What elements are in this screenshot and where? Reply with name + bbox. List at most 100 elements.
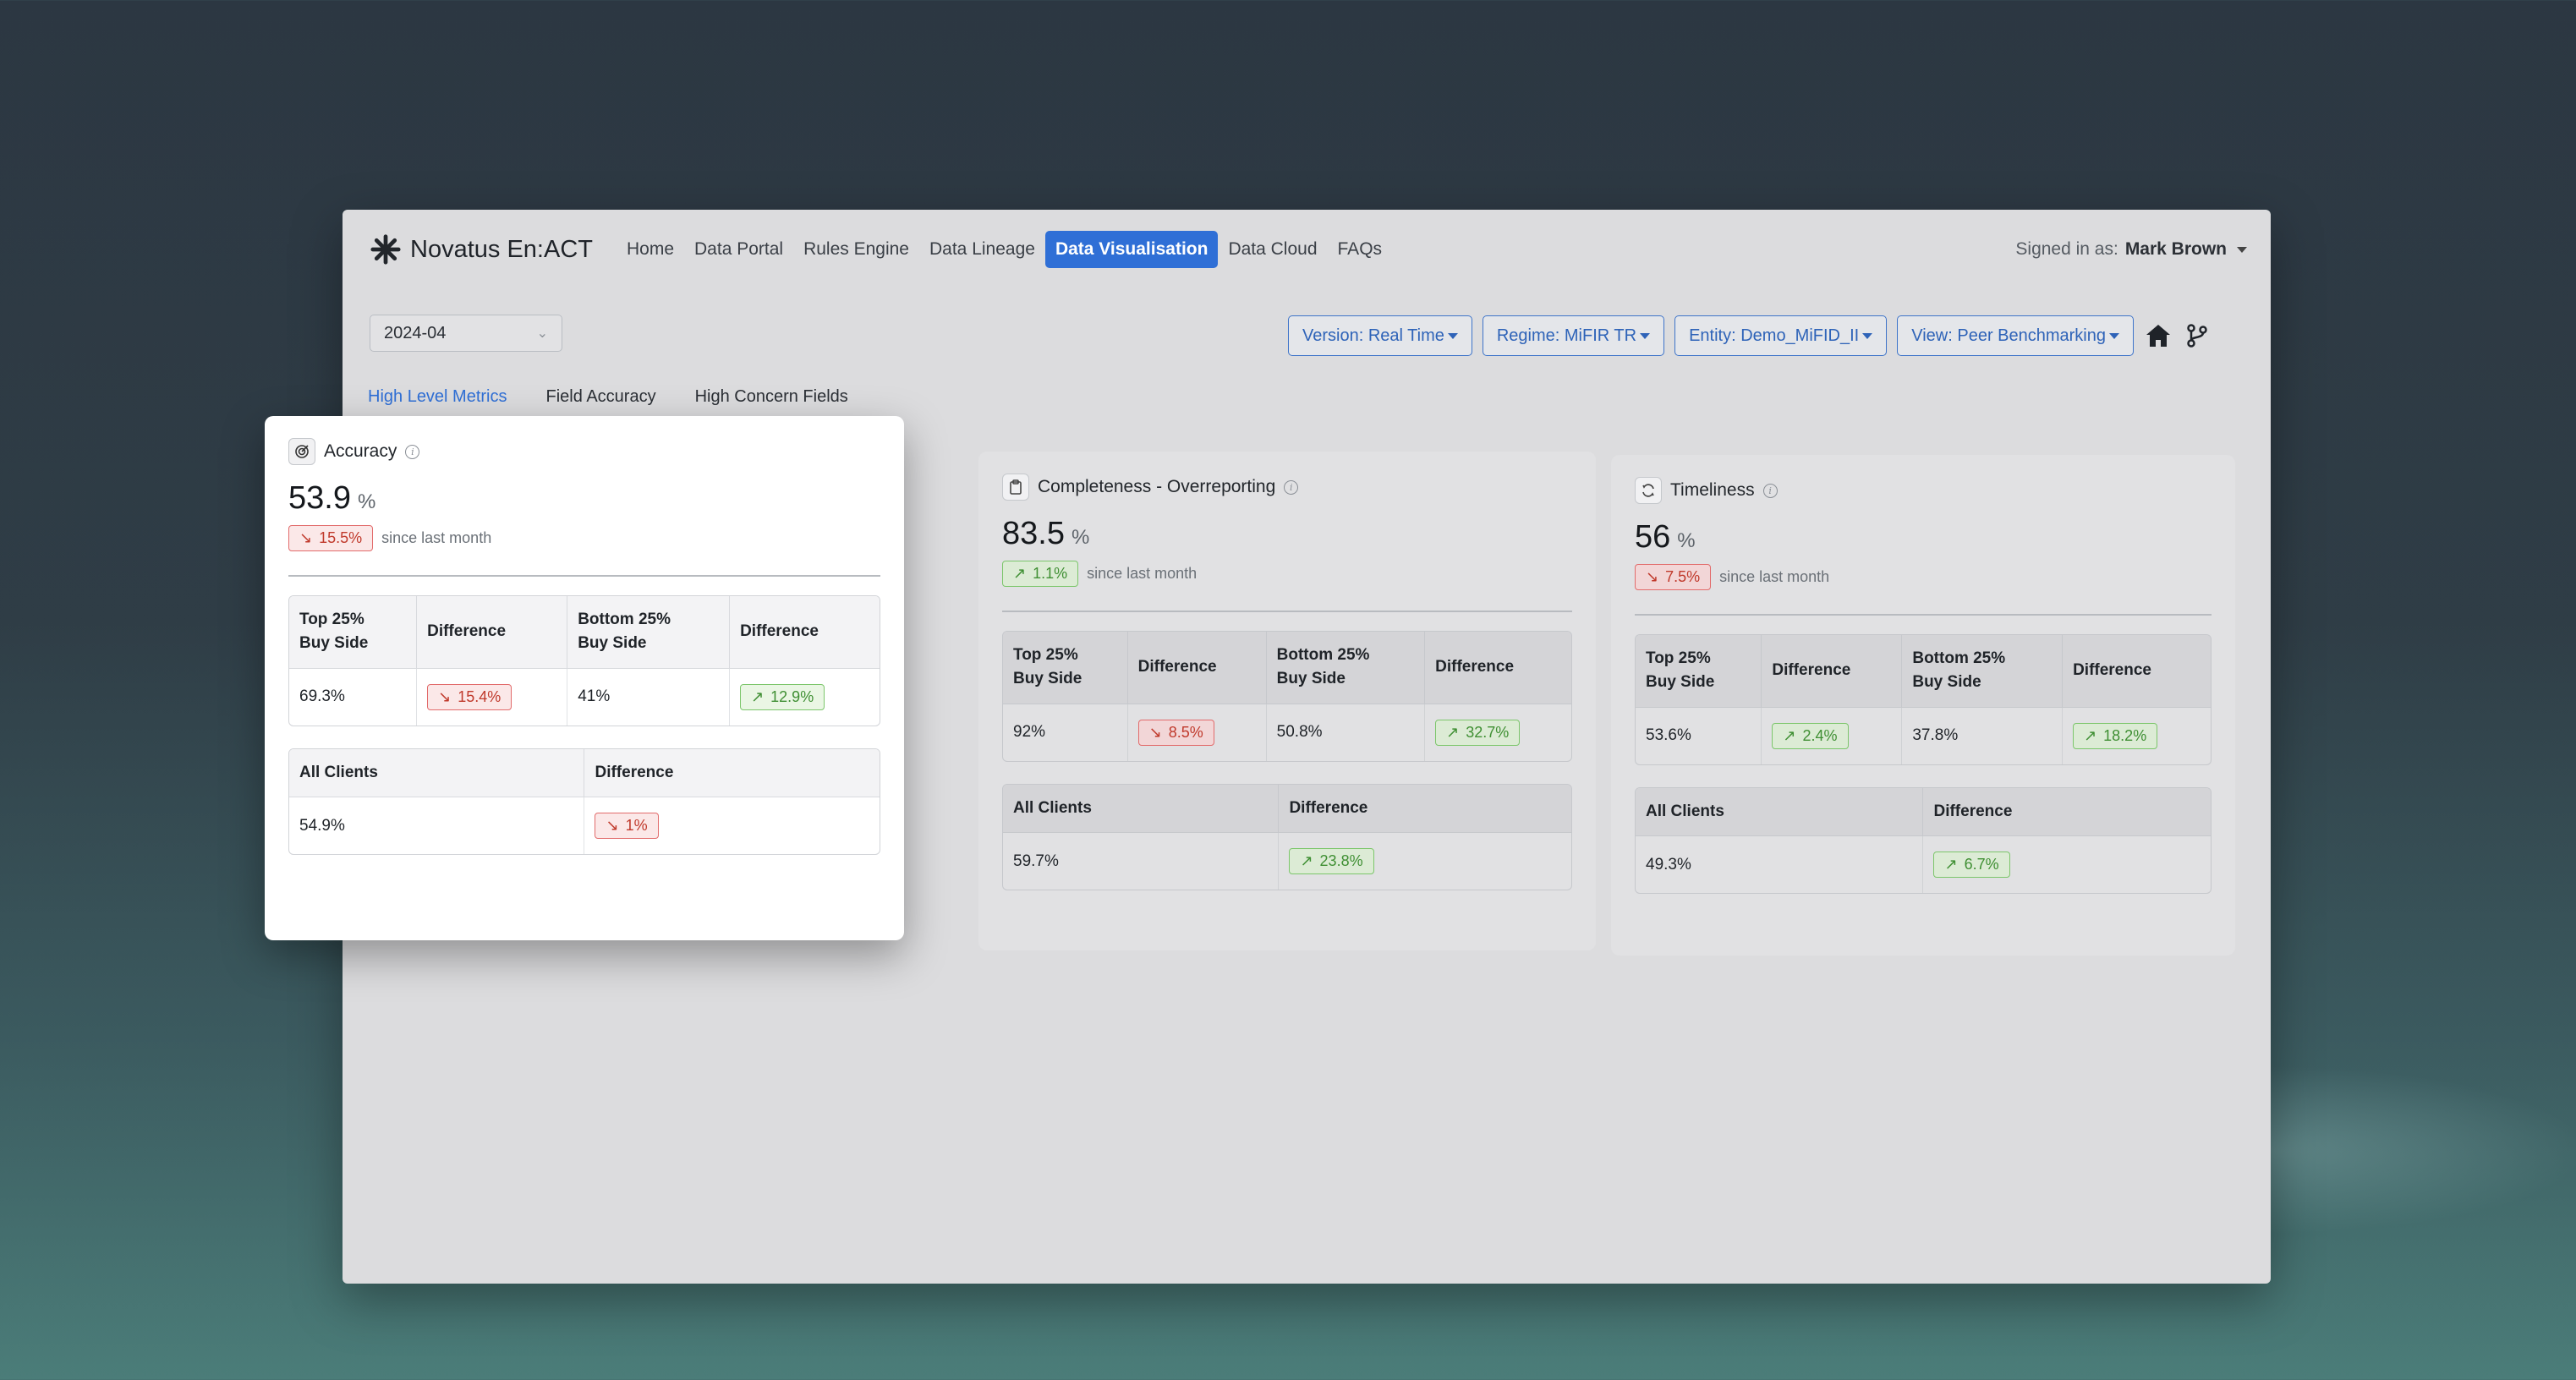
table-row: 53.6% ↗ 2.4% 37.8% ↗ 18.2%: [1636, 706, 2211, 764]
arrow-down-right-icon: ↘: [1148, 723, 1162, 741]
header-difference: Difference: [584, 748, 880, 797]
tab-high-level-metrics[interactable]: High Level Metrics: [368, 387, 507, 406]
arrow-up-right-icon: ↗: [1300, 852, 1313, 869]
version-label: Version: Real Time: [1302, 326, 1444, 345]
view-dropdown[interactable]: View: Peer Benchmarking: [1897, 315, 2134, 356]
divider: [288, 575, 880, 577]
chevron-down-icon: [2109, 332, 2119, 339]
table-row: 69.3% ↘ 15.4% 41% ↗ 12.9%: [289, 667, 880, 726]
table-row: 54.9% ↘ 1%: [289, 797, 880, 854]
tab-field-accuracy[interactable]: Field Accuracy: [545, 387, 656, 406]
header-difference: Difference: [2062, 634, 2211, 707]
period-select[interactable]: 2024-04 ⌄: [370, 315, 562, 352]
chevron-down-icon: [1447, 332, 1458, 339]
all-diff-badge: ↘ 1%: [595, 813, 659, 839]
tab-high-concern-fields[interactable]: High Concern Fields: [694, 387, 848, 406]
bottom-diff-badge: ↗ 32.7%: [1435, 719, 1521, 746]
clipboard-icon: [1002, 474, 1029, 501]
delta-badge: ↗ 1.1%: [1002, 561, 1079, 587]
header-bottom: Bottom 25% Buy Side: [1266, 631, 1426, 704]
bottom-value: 41%: [567, 667, 731, 726]
delta-badge: ↘ 15.5%: [288, 525, 374, 551]
completeness-card: Completeness - Overreporting i 83.5 % ↗ 1…: [978, 452, 1596, 950]
nav-data-portal[interactable]: Data Portal: [694, 239, 784, 259]
peer-table: Top 25% Buy Side Difference Bottom 25% Buy…: [288, 594, 880, 726]
nav-home[interactable]: Home: [626, 239, 675, 259]
delta-badge: ↘ 7.5%: [1635, 564, 1712, 590]
bottom-diff-badge: ↗ 18.2%: [2073, 722, 2158, 749]
user-menu[interactable]: Signed in as: Mark Brown: [2015, 239, 2247, 260]
arrow-down-right-icon: ↘: [438, 687, 452, 705]
refresh-icon: [1635, 477, 1662, 504]
timeliness-card: Timeliness i 56 % ↘ 7.5% since last month…: [1611, 455, 2235, 956]
brand-name: Novatus En:ACT: [410, 235, 593, 263]
arrow-up-right-icon: ↗: [1446, 723, 1460, 741]
header-top: Top 25% Buy Side: [1003, 631, 1128, 704]
all-clients-table: All Clients Difference 54.9% ↘ 1%: [288, 748, 880, 855]
entity-dropdown[interactable]: Entity: Demo_MiFID_II: [1674, 315, 1888, 356]
card-title: Timeliness: [1670, 480, 1755, 500]
nav-faqs[interactable]: FAQs: [1337, 239, 1383, 259]
since-label: since last month: [1719, 568, 1830, 585]
divider: [1002, 611, 1572, 612]
arrow-up-right-icon: ↗: [751, 687, 765, 705]
top-diff-badge: ↘ 8.5%: [1137, 719, 1214, 746]
chevron-down-icon: ⌄: [536, 326, 548, 341]
filter-bar: Version: Real Time Regime: MiFIR TR Enti…: [1288, 315, 2212, 356]
app-window: Novatus En:ACT Home Data Portal Rules En…: [265, 210, 2271, 1284]
header-difference: Difference: [1278, 784, 1571, 833]
since-label: since last month: [381, 529, 492, 546]
top-value: 92%: [1003, 703, 1128, 761]
period-value: 2024-04: [384, 323, 447, 342]
arrow-down-right-icon: ↘: [606, 817, 619, 834]
metric-tabs: High Level Metrics Field Accuracy High C…: [368, 387, 848, 413]
nav-data-lineage[interactable]: Data Lineage: [929, 239, 1035, 259]
peer-table: Top 25% Buy Side Difference Bottom 25% Buy…: [1002, 630, 1572, 762]
target-icon: [288, 438, 315, 465]
regime-dropdown[interactable]: Regime: MiFIR TR: [1482, 315, 1665, 356]
brand[interactable]: Novatus En:ACT: [370, 233, 593, 266]
metric-unit: %: [1071, 526, 1090, 549]
since-label: since last month: [1087, 565, 1198, 582]
arrow-up-right-icon: ↗: [2084, 726, 2097, 744]
top-value: 69.3%: [289, 667, 418, 726]
metric-unit: %: [357, 490, 376, 513]
signed-in-label: Signed in as:: [2015, 239, 2118, 259]
top-diff-badge: ↘ 15.4%: [427, 683, 512, 710]
info-icon[interactable]: i: [405, 444, 420, 459]
header-difference: Difference: [1922, 787, 2211, 836]
header-bottom: Bottom 25% Buy Side: [567, 595, 731, 668]
metric-value: 56: [1635, 519, 1671, 555]
nav-data-cloud[interactable]: Data Cloud: [1228, 239, 1318, 259]
arrow-down-right-icon: ↘: [1646, 568, 1659, 585]
table-row: 49.3% ↗ 6.7%: [1636, 835, 2211, 893]
bottom-value: 50.8%: [1266, 703, 1426, 761]
branch-icon[interactable]: [2183, 321, 2212, 350]
header-top: Top 25% Buy Side: [1636, 634, 1762, 707]
chevron-down-icon: [1640, 332, 1651, 339]
metric-unit: %: [1677, 529, 1696, 552]
arrow-up-right-icon: ↗: [1783, 726, 1796, 744]
header-all-clients: All Clients: [1003, 784, 1280, 833]
table-row: 59.7% ↗ 23.8%: [1003, 832, 1571, 890]
metric-value: 53.9: [288, 480, 351, 516]
card-title: Completeness - Overreporting: [1038, 477, 1276, 496]
info-icon[interactable]: i: [1284, 479, 1299, 495]
header-difference: Difference: [1424, 631, 1571, 704]
nav-data-visualisation[interactable]: Data Visualisation: [1044, 231, 1219, 268]
card-title: Accuracy: [324, 441, 397, 461]
chevron-down-icon: [2237, 246, 2247, 253]
home-icon[interactable]: [2144, 321, 2173, 350]
bottom-value: 37.8%: [1901, 706, 2064, 764]
bottom-diff-badge: ↗ 12.9%: [740, 683, 825, 710]
all-value: 59.7%: [1003, 832, 1280, 890]
header-difference: Difference: [1761, 634, 1903, 707]
all-diff-badge: ↗ 6.7%: [1933, 852, 2010, 878]
peer-table: Top 25% Buy Side Difference Bottom 25% Buy…: [1635, 633, 2212, 765]
accuracy-card: Accuracy i 53.9 % ↘ 15.5% since last mont…: [265, 416, 904, 940]
nav-rules-engine[interactable]: Rules Engine: [803, 239, 909, 259]
info-icon[interactable]: i: [1762, 483, 1778, 498]
header-difference: Difference: [416, 595, 568, 668]
entity-label: Entity: Demo_MiFID_II: [1689, 326, 1860, 345]
version-dropdown[interactable]: Version: Real Time: [1288, 315, 1472, 356]
